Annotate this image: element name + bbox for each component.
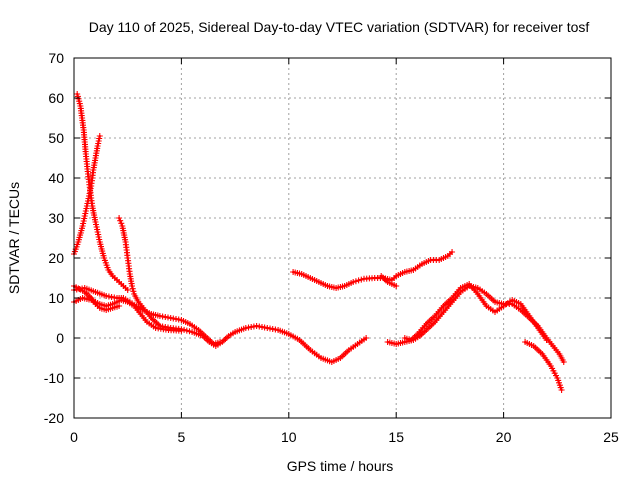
series-line: [118, 216, 368, 364]
data-point: [355, 277, 362, 284]
data-point: [130, 288, 137, 295]
data-point: [178, 327, 185, 334]
x-tick-label: 5: [178, 429, 186, 445]
data-point: [358, 276, 365, 283]
data-point: [558, 387, 565, 393]
series-track-f: [71, 283, 123, 313]
data-point: [560, 359, 567, 365]
data-point: [129, 285, 136, 292]
x-axis-label: GPS time / hours: [287, 458, 394, 474]
data-point: [543, 337, 550, 343]
series-track-k: [522, 339, 565, 393]
x-tick-label: 20: [496, 429, 512, 445]
data-point: [117, 217, 124, 224]
data-point: [116, 215, 123, 221]
data-point: [183, 327, 190, 334]
data-point: [217, 339, 224, 345]
data-point: [124, 287, 131, 293]
y-tick-label: 50: [48, 130, 64, 146]
y-tick-label: 10: [48, 290, 64, 306]
data-point: [350, 279, 357, 285]
series-track-g: [290, 249, 456, 291]
series-track-b: [74, 91, 131, 293]
x-tick-label: 15: [388, 429, 404, 445]
data-point: [186, 328, 193, 335]
y-tick-label: -10: [44, 370, 64, 386]
data-point: [118, 220, 125, 227]
data-point: [96, 133, 103, 139]
data-point: [393, 283, 400, 289]
y-tick-label: 60: [48, 90, 64, 106]
grid-layer: [74, 58, 611, 418]
data-point: [116, 303, 123, 309]
series-layer: [71, 91, 567, 393]
chart-title: Day 110 of 2025, Sidereal Day-to-day VTE…: [89, 19, 590, 35]
series-track-j: [401, 281, 550, 343]
y-tick-label: 40: [48, 170, 64, 186]
y-tick-label: 0: [56, 330, 64, 346]
x-tick-label: 10: [281, 429, 297, 445]
data-point: [352, 278, 359, 285]
y-tick-label: 70: [48, 50, 64, 66]
tick-layer: 0 5 10 15 20 25 -20 -10 0 10 20 30 40 50 60 70: [44, 50, 619, 445]
data-point: [363, 335, 370, 341]
x-tick-label: 25: [603, 429, 619, 445]
series-track-c: [116, 215, 370, 365]
plot-frame: [73, 57, 612, 419]
x-tick-label: 0: [70, 429, 78, 445]
y-tick-label: 30: [48, 210, 64, 226]
y-tick-label: -20: [44, 410, 64, 426]
series-track-h: [378, 273, 400, 289]
data-point: [449, 249, 456, 255]
y-axis-label: SDTVAR / TECUs: [6, 182, 22, 294]
y-tick-label: 20: [48, 250, 64, 266]
data-point: [129, 283, 135, 289]
data-point: [181, 326, 188, 333]
